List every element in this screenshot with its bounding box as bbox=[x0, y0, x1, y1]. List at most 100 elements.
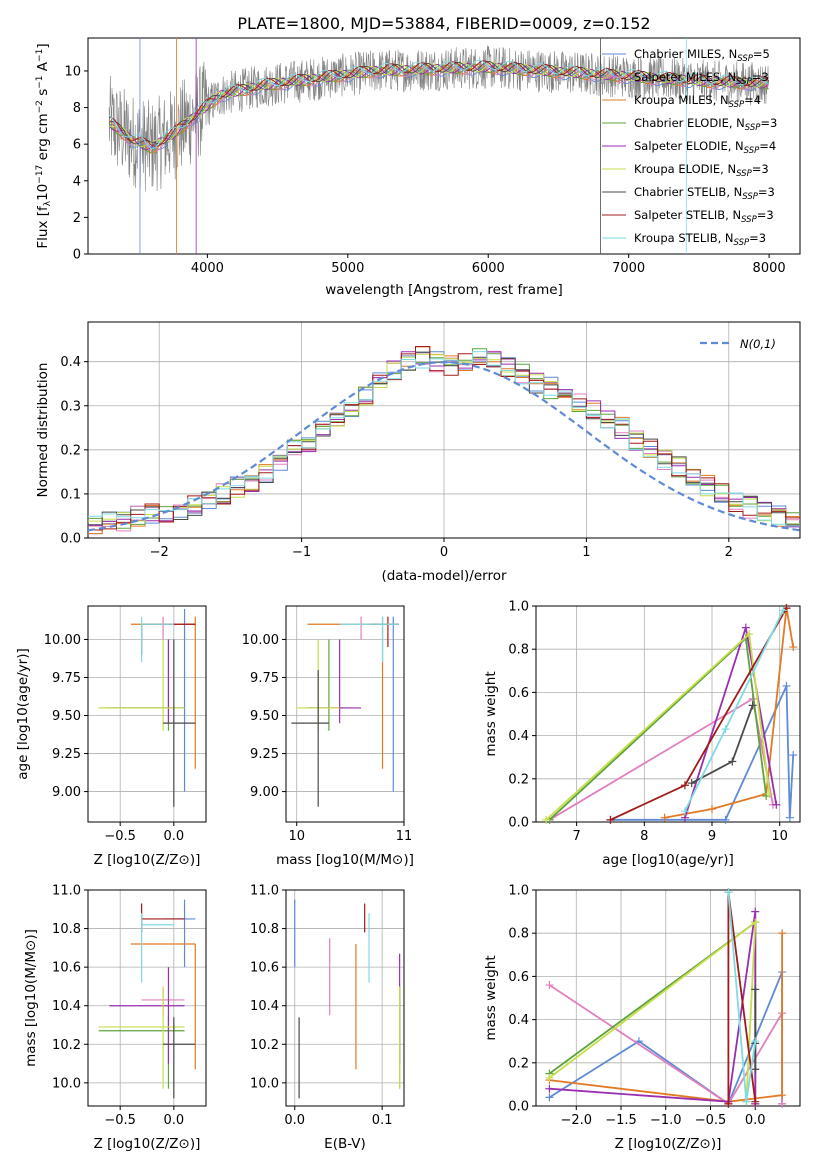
x-tick-label: 4000 bbox=[191, 261, 224, 276]
x-tick-label: −2 bbox=[150, 545, 169, 560]
age-weights-frame bbox=[535, 605, 801, 823]
legend-text: Chabrier STELIB, N bbox=[634, 185, 742, 199]
y-tick-label: 0.8 bbox=[508, 927, 529, 942]
x-axis-label: age [log10(age/yr)] bbox=[602, 852, 734, 868]
y-tick-label: 10.8 bbox=[250, 922, 279, 937]
z-vs-mass-frame bbox=[87, 889, 207, 1107]
hist-kroupa_stelib bbox=[88, 351, 800, 527]
weight-marker-kroupa_elodie bbox=[542, 815, 551, 824]
y-tick-label: 6 bbox=[73, 138, 81, 153]
y-label-part: −2 bbox=[35, 100, 45, 113]
y-label-part: −1 bbox=[35, 49, 45, 62]
weight-marker-kroupa_stelib bbox=[680, 807, 689, 816]
x-axis-label: Z [log10(Z/Z⊙)] bbox=[94, 1136, 201, 1152]
legend-sub: SSP bbox=[734, 238, 750, 248]
legend-n: =3 bbox=[760, 116, 777, 130]
legend-text: Chabrier ELODIE, N bbox=[634, 116, 745, 130]
legend-label-salpeter_elodie: Salpeter ELODIE, NSSP=4 bbox=[634, 139, 776, 156]
weight-marker-kroupa_elodie bbox=[751, 918, 760, 927]
x-tick-label: 0.0 bbox=[745, 1113, 766, 1128]
x-tick-label: 2 bbox=[725, 545, 733, 560]
z-weights-frame bbox=[535, 889, 801, 1107]
weight-marker-salpeter_stelib bbox=[680, 781, 689, 790]
weight-marker-chabrier_miles bbox=[785, 813, 794, 822]
y-tick-label: 1.0 bbox=[508, 600, 529, 615]
y-axis-label: mass [log10(M/M⊙)] bbox=[23, 929, 39, 1067]
weight-marker-chabrier_stelib bbox=[687, 779, 696, 788]
y-tick-label: 10.2 bbox=[52, 1038, 81, 1053]
ebv-vs-mass-frame bbox=[285, 889, 405, 1107]
y-label-part: s bbox=[35, 89, 51, 100]
y-tick-label: 9.25 bbox=[250, 747, 279, 762]
legend-label-salpeter_miles: Salpeter MILES, NSSP=3 bbox=[634, 70, 769, 87]
x-tick-label: −0.5 bbox=[104, 829, 136, 844]
x-axis-label: (data-model)/error bbox=[381, 568, 507, 584]
x-tick-label: 0.0 bbox=[284, 1113, 305, 1128]
x-tick-label: −0.5 bbox=[104, 1113, 136, 1128]
y-axis-label: age [log10(age/yr)] bbox=[15, 648, 31, 780]
y-tick-label: 11.0 bbox=[52, 884, 81, 899]
x-tick-label: 8000 bbox=[753, 261, 786, 276]
y-tick-label: 8 bbox=[73, 101, 81, 116]
y-tick-label: 9.50 bbox=[250, 709, 279, 724]
y-tick-label: 0.8 bbox=[508, 643, 529, 658]
y-tick-label: 0.2 bbox=[508, 772, 529, 787]
y-tick-label: 0.4 bbox=[508, 729, 529, 744]
y-tick-label: 4 bbox=[73, 174, 81, 189]
legend-sub: SSP bbox=[737, 54, 753, 64]
y-tick-label: 10 bbox=[64, 64, 81, 79]
y-tick-label: 0.6 bbox=[508, 970, 529, 985]
y-tick-label: 0.1 bbox=[60, 487, 81, 502]
legend-label-kroupa_miles: Kroupa MILES, NSSP=4 bbox=[634, 93, 761, 110]
model-kroupa_stelib bbox=[108, 59, 769, 150]
y-tick-label: 10.4 bbox=[250, 999, 279, 1014]
y-label-part: ] bbox=[35, 43, 51, 48]
weight-line-kroupa_elodie bbox=[548, 920, 757, 1102]
weight-marker-kroupa_miles bbox=[778, 1091, 787, 1100]
legend-label-chabrier_miles: Chabrier MILES, NSSP=5 bbox=[634, 47, 770, 64]
y-label-part: λ bbox=[43, 200, 53, 206]
y-tick-label: 9.50 bbox=[52, 709, 81, 724]
weight-marker-kroupa_elodie bbox=[545, 1073, 554, 1082]
y-axis-label: mass weight bbox=[483, 671, 499, 756]
y-axis-label: Normed distribution bbox=[35, 363, 51, 498]
weight-marker-salpeter_miles bbox=[545, 981, 554, 990]
z-vs-age-frame bbox=[87, 605, 207, 823]
legend-sub: SSP bbox=[736, 77, 752, 87]
weight-marker-kroupa_elodie bbox=[745, 630, 754, 639]
legend-sub: SSP bbox=[736, 169, 752, 179]
y-tick-label: 0.4 bbox=[60, 355, 81, 370]
y-tick-label: 2 bbox=[73, 211, 81, 226]
weight-marker-salpeter_elodie bbox=[741, 623, 750, 632]
legend-sub: SSP bbox=[729, 100, 745, 110]
weight-marker-salpeter_stelib bbox=[751, 1097, 760, 1106]
legend-label-chabrier_stelib: Chabrier STELIB, NSSP=3 bbox=[634, 185, 775, 202]
legend-label-kroupa_stelib: Kroupa STELIB, NSSP=3 bbox=[634, 231, 766, 248]
legend-n: =3 bbox=[758, 185, 775, 199]
weight-marker-chabrier_miles bbox=[782, 681, 791, 690]
y-label-part: A bbox=[35, 61, 51, 75]
y-tick-label: 10.0 bbox=[52, 1076, 81, 1091]
legend-text: Salpeter STELIB, N bbox=[634, 208, 741, 222]
x-tick-label: −2.0 bbox=[560, 1113, 592, 1128]
y-tick-label: 10.4 bbox=[52, 999, 81, 1014]
legend-n: =4 bbox=[759, 139, 776, 153]
x-tick-label: −1.5 bbox=[605, 1113, 637, 1128]
y-tick-label: 9.75 bbox=[52, 671, 81, 686]
data-spectrum bbox=[108, 45, 770, 192]
legend-text: Kroupa STELIB, N bbox=[634, 231, 734, 245]
hist-salpeter_stelib bbox=[88, 346, 800, 531]
weight-marker-chabrier_stelib bbox=[728, 757, 737, 766]
y-tick-label: 9.00 bbox=[250, 785, 279, 800]
x-tick-label: 11 bbox=[396, 829, 413, 844]
weight-marker-salpeter_elodie bbox=[751, 907, 760, 916]
x-axis-label: Z [log10(Z/Z⊙)] bbox=[94, 852, 201, 868]
y-axis-label: mass weight bbox=[483, 955, 499, 1040]
weight-line-chabrier_elodie bbox=[548, 920, 757, 1104]
y-label-part: −17 bbox=[35, 165, 45, 184]
y-tick-label: 10.6 bbox=[52, 961, 81, 976]
x-tick-label: 0.1 bbox=[372, 1113, 393, 1128]
x-tick-label: −0.5 bbox=[695, 1113, 727, 1128]
x-tick-label: 0 bbox=[440, 545, 448, 560]
